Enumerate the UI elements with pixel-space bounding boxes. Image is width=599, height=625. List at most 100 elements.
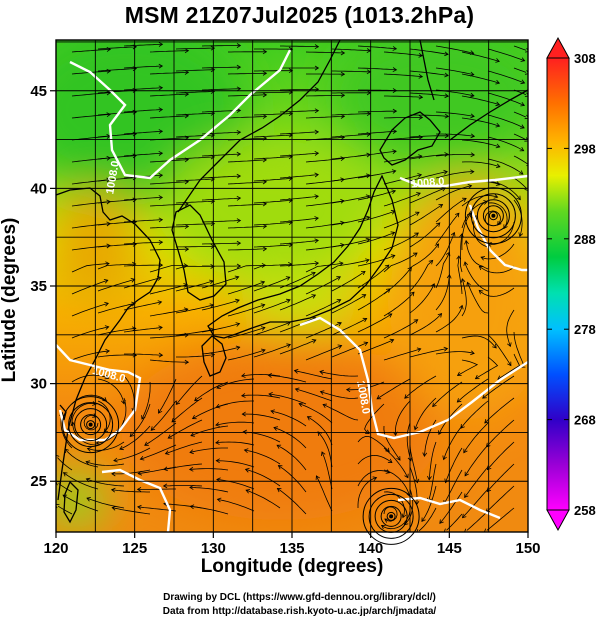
streamline-arrow — [189, 485, 194, 490]
streamline — [383, 348, 421, 361]
streamline-arrow — [391, 169, 397, 174]
streamline-arrow — [184, 224, 190, 229]
streamline-arrow — [495, 122, 501, 128]
streamline — [484, 397, 515, 424]
streamline — [409, 70, 449, 76]
streamline — [305, 115, 345, 119]
streamline — [479, 265, 515, 274]
streamline-arrow — [260, 303, 266, 308]
streamline — [279, 131, 319, 135]
streamline — [253, 263, 292, 270]
streamline — [189, 447, 228, 453]
streamline — [175, 223, 215, 226]
streamline — [113, 447, 151, 461]
streamline — [227, 327, 266, 339]
streamline — [97, 46, 137, 50]
streamline — [227, 248, 267, 251]
streamline — [119, 425, 151, 450]
streamline-arrow — [340, 156, 345, 162]
streamline-arrow — [104, 301, 109, 307]
streamline-arrow — [171, 417, 176, 423]
streamline — [443, 469, 463, 505]
streamline — [484, 210, 501, 226]
streamline — [465, 240, 489, 270]
streamline — [461, 51, 500, 62]
streamline — [71, 302, 109, 317]
streamline-arrow — [385, 447, 390, 453]
streamline — [268, 374, 307, 383]
streamline-arrow — [340, 114, 346, 119]
streamline — [123, 327, 163, 333]
streamline-arrow — [518, 232, 524, 238]
contour-label: 1008.0 — [354, 380, 372, 415]
streamline-arrow — [387, 458, 393, 464]
streamline — [253, 299, 291, 314]
streamline-arrow — [158, 63, 164, 69]
streamline — [165, 441, 203, 455]
low-swirl-ring — [476, 199, 510, 233]
streamline — [384, 95, 423, 98]
streamline — [331, 271, 366, 292]
streamline-arrow — [158, 352, 164, 358]
streamline-arrow — [215, 440, 220, 445]
streamline — [97, 243, 137, 248]
streamline-arrow — [262, 92, 268, 98]
streamline — [305, 222, 345, 229]
streamline-arrow — [444, 113, 450, 119]
streamline — [97, 302, 136, 314]
streamline — [435, 274, 450, 311]
streamline-arrow — [104, 374, 110, 380]
streamline — [268, 393, 307, 405]
streamline — [253, 321, 291, 336]
streamline — [307, 416, 333, 446]
streamline-arrow — [111, 471, 116, 477]
streamline-arrow — [314, 65, 320, 71]
streamline-arrow — [483, 200, 488, 205]
streamline-arrow — [376, 395, 382, 400]
streamline-arrow — [524, 92, 528, 97]
streamline — [357, 313, 393, 333]
streamline — [480, 243, 515, 260]
streamline — [357, 232, 395, 245]
streamline-arrow — [314, 44, 320, 50]
streamline — [322, 404, 359, 421]
streamline-arrow — [340, 50, 346, 56]
streamline-arrow — [413, 425, 419, 431]
streamline — [487, 221, 515, 245]
streamline-arrow — [158, 107, 164, 113]
streamline-arrow — [56, 481, 61, 486]
streamline — [435, 154, 475, 157]
streamline-arrow — [111, 505, 117, 511]
streamline — [216, 378, 255, 389]
streamline-arrow — [507, 342, 512, 348]
streamline-arrow — [464, 493, 469, 499]
streamline-arrow — [495, 181, 501, 186]
streamline — [71, 402, 97, 427]
isobar-east-loop — [468, 204, 528, 272]
low-swirl-ring — [80, 414, 102, 436]
streamline — [279, 317, 316, 333]
streamline-arrow — [520, 57, 526, 62]
streamline — [487, 158, 524, 175]
streamline-arrow — [414, 211, 420, 216]
streamline-arrow — [478, 265, 484, 271]
credit-data: Data from http://database.rish.kyoto-u.a… — [162, 606, 437, 617]
contour-label: 1008.0 — [104, 160, 122, 195]
streamline-arrow — [392, 149, 397, 155]
streamline — [175, 200, 215, 204]
streamline-arrow — [390, 209, 396, 215]
streamline-arrow — [365, 258, 370, 263]
colorbar-tick-label: 268 — [574, 413, 596, 428]
streamline-arrow — [190, 432, 195, 437]
streamline — [227, 203, 267, 207]
streamline — [253, 244, 293, 248]
streamline — [428, 441, 437, 480]
streamline — [435, 185, 472, 201]
streamline-arrow — [462, 197, 467, 203]
streamline-arrow — [478, 289, 484, 295]
streamline — [513, 177, 527, 189]
streamline — [435, 171, 474, 179]
streamline — [201, 66, 241, 69]
streamline-arrow — [470, 169, 475, 175]
streamline-arrow — [314, 238, 319, 244]
